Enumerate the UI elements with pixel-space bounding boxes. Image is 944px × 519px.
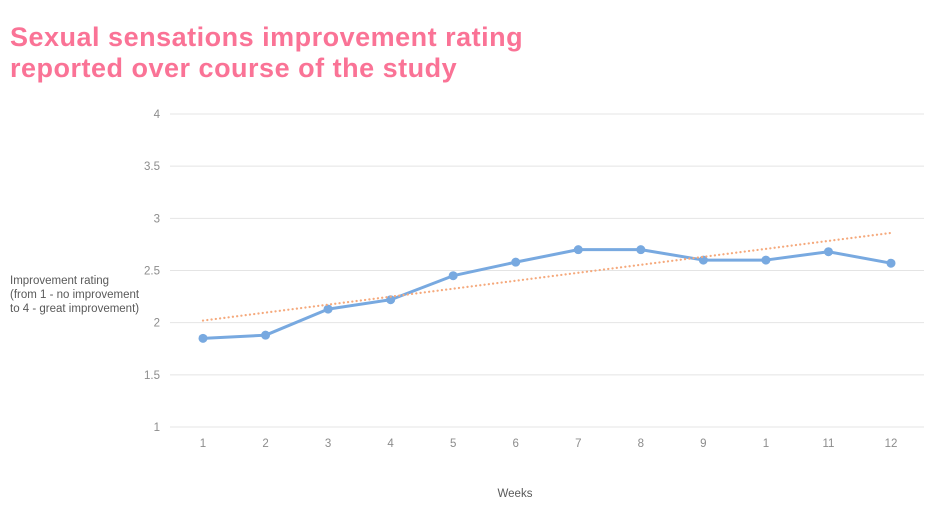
data-point-marker <box>511 257 521 267</box>
data-point-marker <box>636 245 646 255</box>
x-tick-label: 1 <box>200 438 206 450</box>
y-axis-title: Improvement rating (from 1 - no improvem… <box>10 274 139 316</box>
y-tick-label: 2.5 <box>144 266 160 278</box>
x-axis-title: Weeks <box>498 488 533 500</box>
data-point-marker <box>823 247 833 257</box>
x-tick-label: 7 <box>575 438 581 450</box>
x-tick-label: 4 <box>387 438 394 450</box>
x-tick-label: 11 <box>822 438 834 450</box>
series-line <box>201 248 893 340</box>
trendline <box>201 231 893 322</box>
x-tick-label: 12 <box>885 438 898 450</box>
y-axis-title-line3: to 4 - great improvement) <box>10 303 140 315</box>
y-tick-label: 3.5 <box>144 161 160 173</box>
data-point-marker <box>448 271 458 281</box>
data-point-marker <box>698 255 708 265</box>
data-point-marker <box>886 258 896 268</box>
data-point-marker <box>261 330 271 340</box>
y-tick-label: 2 <box>154 318 160 330</box>
x-tick-label: 3 <box>325 438 331 450</box>
data-point-marker <box>761 255 771 265</box>
y-tick-label: 4 <box>154 109 161 121</box>
x-tick-label: 9 <box>700 438 706 450</box>
x-tick-label: 2 <box>262 438 268 450</box>
x-tick-label: 1 <box>763 438 769 450</box>
data-point-marker <box>573 245 583 255</box>
y-axis-title-line1: Improvement rating <box>10 275 110 287</box>
x-tick-label: 5 <box>450 438 456 450</box>
y-tick-label: 1.5 <box>144 370 160 382</box>
data-point-marker <box>323 304 333 314</box>
y-axis-title-line2: (from 1 - no improvement <box>10 289 140 301</box>
y-tick-label: 1 <box>154 422 160 434</box>
data-point-marker <box>198 333 208 343</box>
y-tick-label: 3 <box>154 213 160 225</box>
x-tick-label: 8 <box>638 438 644 450</box>
x-tick-label: 6 <box>513 438 519 450</box>
data-point-marker <box>386 295 396 305</box>
page-title-line1: Sexual sensations improvement rating <box>10 22 524 53</box>
page-title-line2: reported over course of the study <box>10 53 458 84</box>
page-title: Sexual sensations improvement rating rep… <box>10 22 523 84</box>
